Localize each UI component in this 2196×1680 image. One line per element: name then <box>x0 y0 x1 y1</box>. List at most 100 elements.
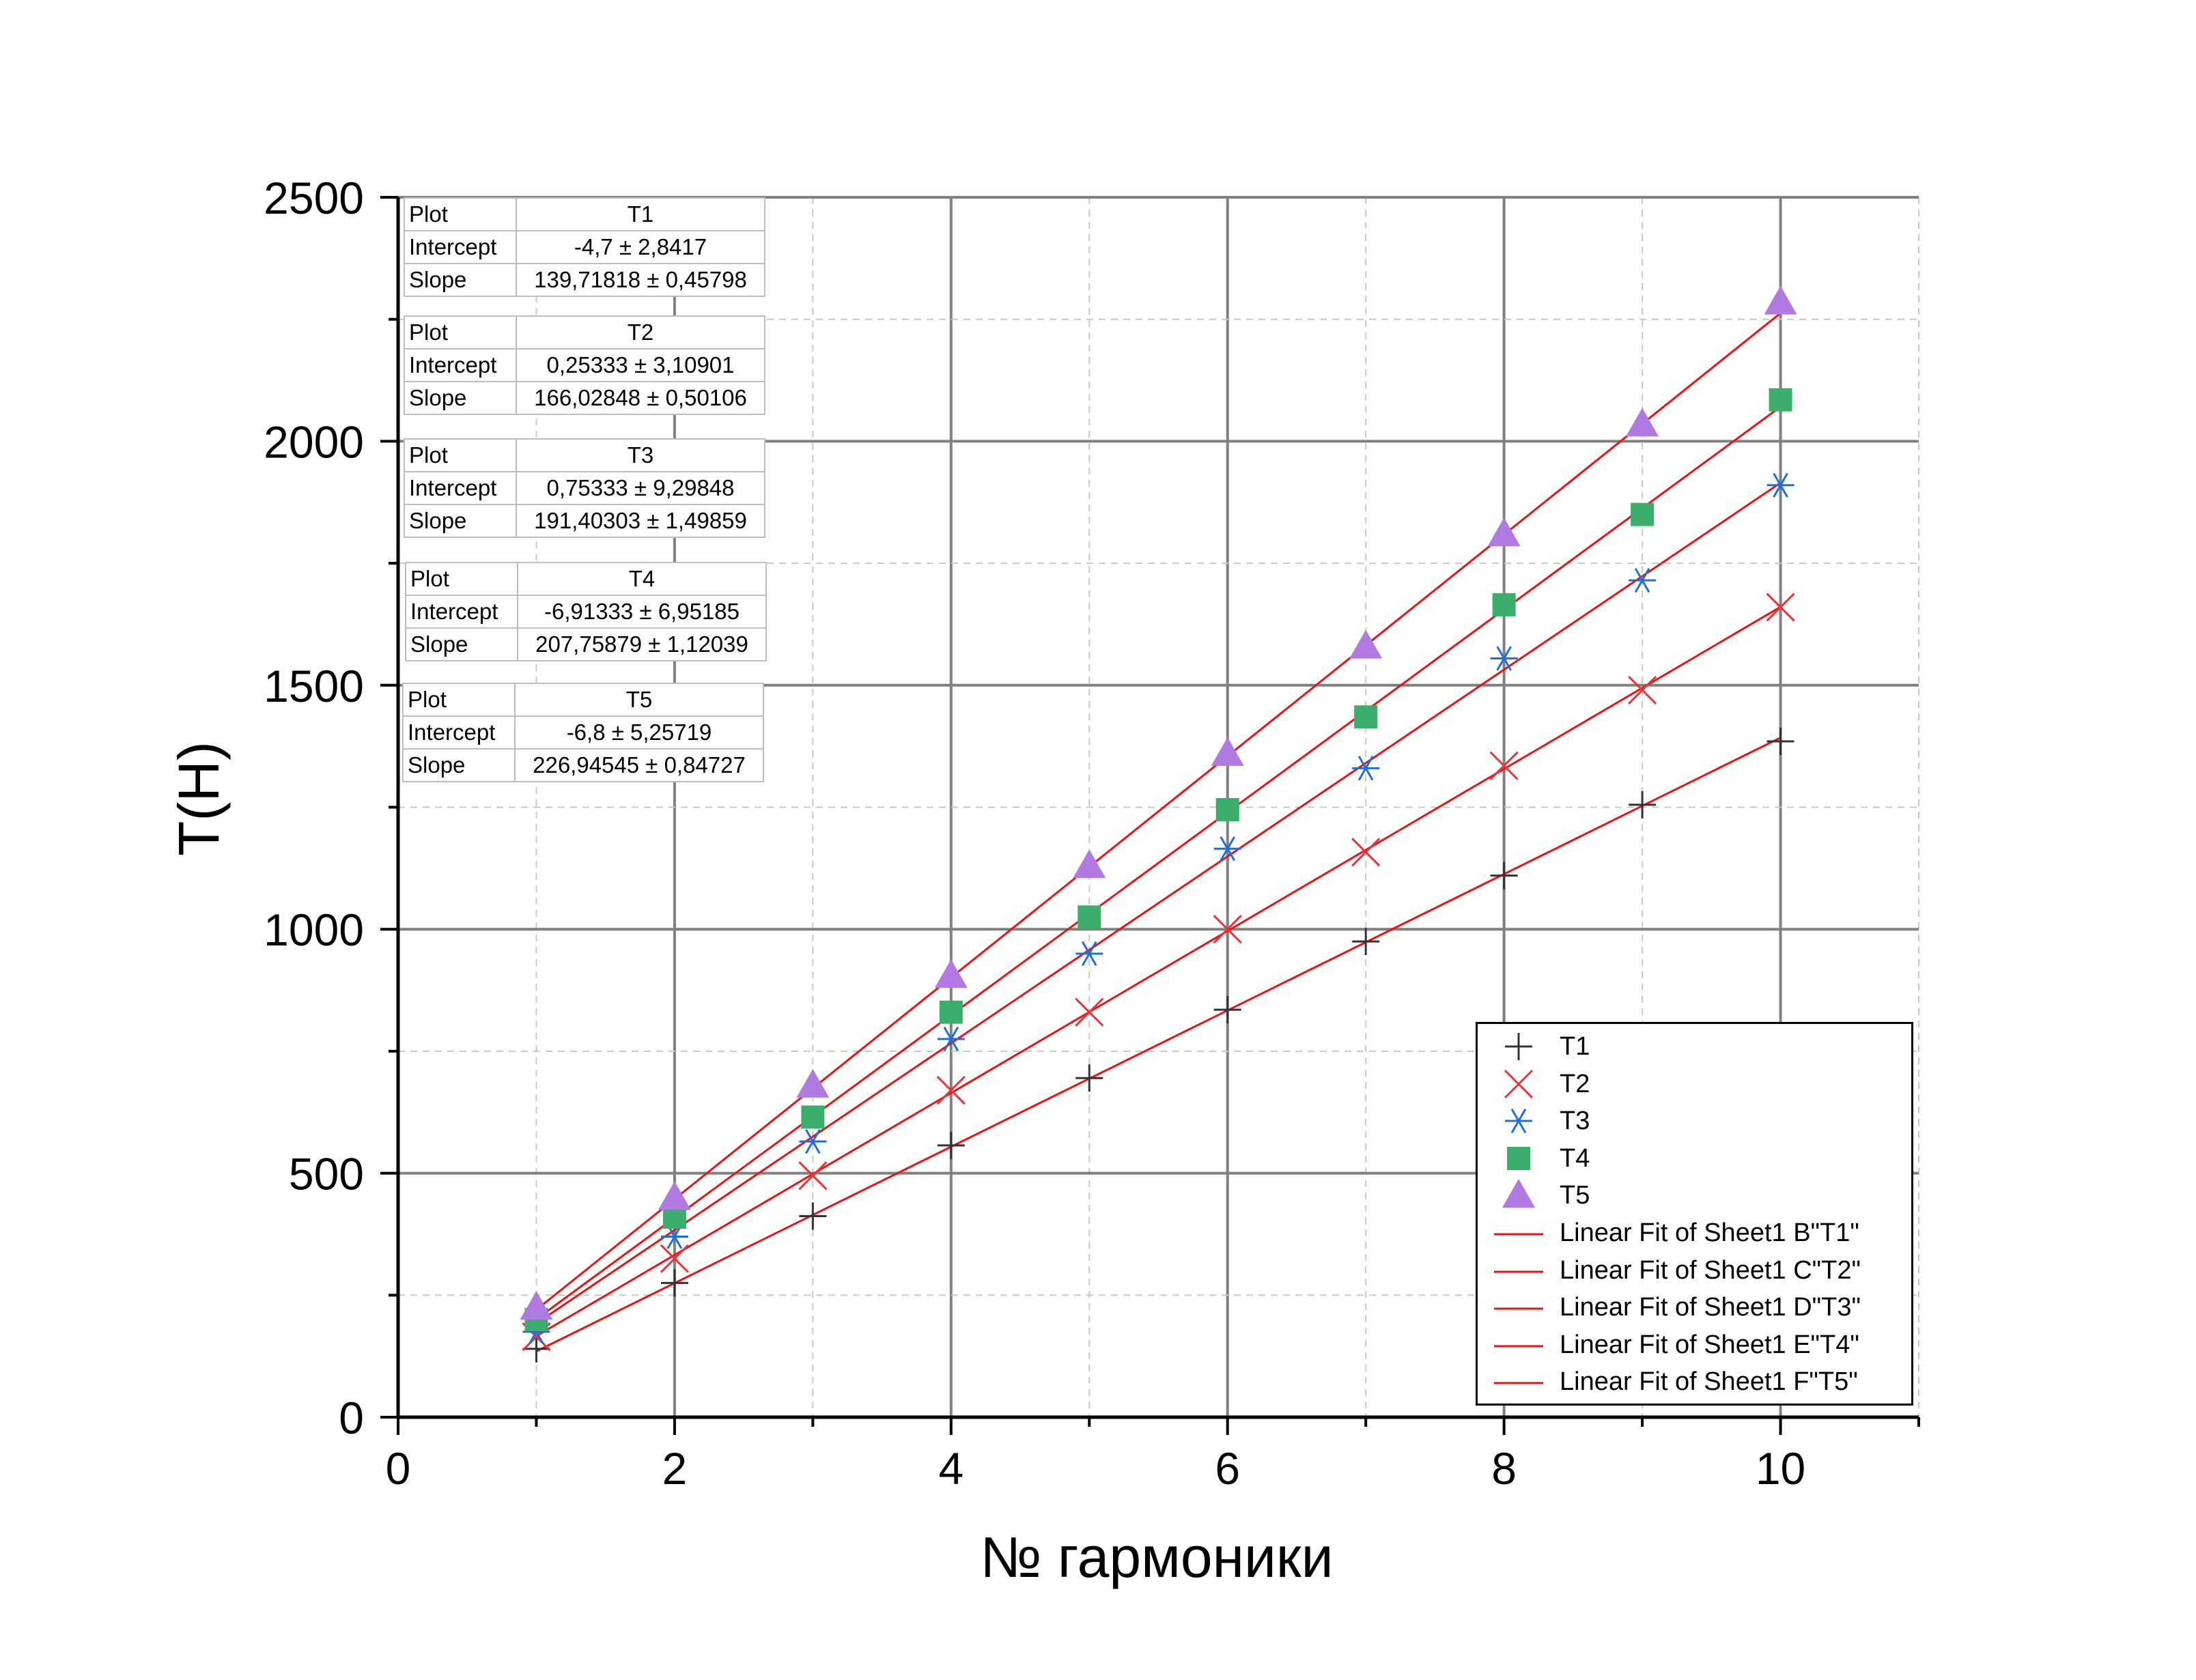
fit-table-row: Plot T2 <box>404 315 765 350</box>
legend-line-swatch <box>1494 1382 1543 1384</box>
y-tick-label: 2000 <box>264 416 364 467</box>
data-point-t2 <box>1075 997 1104 1027</box>
data-point-t3 <box>1075 941 1103 967</box>
legend-marker <box>1502 1179 1535 1208</box>
fit-table-value: 191,40303 ± 1,49859 <box>516 504 765 538</box>
marker-stroke <box>1081 941 1097 967</box>
marker-stroke <box>1773 472 1788 498</box>
fit-table-value: T4 <box>517 562 767 596</box>
data-point-t5 <box>1487 517 1521 547</box>
legend-entry: T2 <box>1478 1066 1911 1102</box>
data-point-t5 <box>1073 849 1106 879</box>
data-point-t3 <box>1490 646 1518 671</box>
fit-table-value: 207,75879 ± 1,12039 <box>517 627 767 661</box>
fit-table-value: -6,8 ± 5,25719 <box>514 715 764 750</box>
y-tick-label: 2500 <box>264 173 364 223</box>
fit-table-row: Intercept -4,7 ± 2,8417 <box>404 230 765 264</box>
fit-table-row: Intercept -6,91333 ± 6,95185 <box>405 595 767 629</box>
data-point-t2 <box>1351 838 1381 867</box>
legend-label: Linear Fit of Sheet1 C"T2" <box>1560 1255 1861 1285</box>
data-point-t1 <box>660 1269 688 1297</box>
data-point-t4 <box>1769 388 1792 412</box>
fit-table-label: Slope <box>404 504 517 538</box>
legend-entry: Linear Fit of Sheet1 E"T4" <box>1478 1326 1911 1363</box>
y-tick-label: 1500 <box>264 661 364 711</box>
data-point-t3 <box>799 1128 827 1154</box>
fit-line-t4 <box>535 405 1782 1320</box>
data-point-t1 <box>1075 1064 1103 1092</box>
fit-table-value: -4,7 ± 2,8417 <box>516 230 765 264</box>
legend-marker <box>1505 1033 1532 1060</box>
legend-label: T2 <box>1560 1069 1590 1098</box>
marker-stroke <box>1075 997 1104 1027</box>
y-tick-label: 1000 <box>264 905 364 955</box>
fit-table-label: Plot <box>404 438 517 472</box>
x-axis-label: № гармоники <box>980 1525 1333 1589</box>
data-point-t5 <box>1626 408 1659 437</box>
fit-table-t2: Plot T2 Intercept 0,25333 ± 3,10901 Slope 166… <box>404 315 765 415</box>
fit-table-row: Slope 226,94545 ± 0,84727 <box>402 748 764 782</box>
legend-label: Linear Fit of Sheet1 B"T1" <box>1560 1219 1859 1247</box>
legend-entry: T5 <box>1478 1177 1911 1214</box>
fit-table-t1: Plot T1 Intercept -4,7 ± 2,8417 Slope 139,718… <box>404 197 765 297</box>
legend-label: Linear Fit of Sheet1 F"T5" <box>1560 1367 1858 1397</box>
data-point-t5 <box>1764 285 1797 315</box>
fit-table-label: Slope <box>404 381 517 415</box>
fit-table-value: 226,94545 ± 0,84727 <box>514 748 764 782</box>
legend-entry: T1 <box>1478 1028 1911 1065</box>
fit-table-t4: Plot T4 Intercept -6,91333 ± 6,95185 Slope 20… <box>405 562 767 661</box>
y-axis-label: T(H) <box>167 741 231 856</box>
x-tick-label: 2 <box>662 1443 688 1494</box>
legend-label: Linear Fit of Sheet1 E"T4" <box>1560 1330 1859 1359</box>
data-point-t3 <box>1213 836 1241 862</box>
fit-table-row: Plot T3 <box>404 438 765 472</box>
legend-label: T5 <box>1560 1181 1590 1210</box>
data-point-t2 <box>1213 915 1242 944</box>
legend-label: Linear Fit of Sheet1 D"T3" <box>1560 1293 1861 1322</box>
data-point-t1 <box>1629 791 1657 818</box>
data-point-t2 <box>1489 751 1519 780</box>
data-point-t1 <box>1490 862 1518 889</box>
marker-stroke <box>798 1161 828 1191</box>
x-tick-label: 10 <box>1756 1443 1805 1494</box>
legend-marker-shape <box>1507 1146 1530 1170</box>
data-point-t2 <box>798 1161 828 1191</box>
marker-stroke <box>1634 567 1650 593</box>
data-point-t1 <box>1352 928 1380 956</box>
data-point-t1 <box>1766 728 1794 756</box>
legend-marker-shape <box>1502 1179 1535 1208</box>
legend-label: T3 <box>1560 1107 1590 1136</box>
data-point-t4 <box>1492 593 1516 616</box>
legend-marker <box>1505 1109 1532 1134</box>
legend-marker <box>1504 1069 1534 1098</box>
legend-line-swatch <box>1494 1307 1543 1310</box>
x-tick-labels: 0 2 4 6 8 10 <box>386 1443 1806 1494</box>
x-tick-label: 6 <box>1215 1443 1240 1494</box>
data-point-t5 <box>1349 629 1383 659</box>
fit-table-t3: Plot T3 Intercept 0,75333 ± 9,29848 Slope 191… <box>404 438 765 538</box>
fit-table-row: Slope 207,75879 ± 1,12039 <box>405 627 767 661</box>
fit-table-label: Plot <box>404 197 517 231</box>
data-point-t4 <box>939 1000 963 1024</box>
marker-stroke <box>1351 838 1381 867</box>
marker-stroke <box>660 1244 689 1273</box>
data-point-t2 <box>936 1076 966 1105</box>
data-point-t4 <box>1078 905 1101 929</box>
fit-line-t3 <box>535 482 1782 1324</box>
fit-table-value: T5 <box>514 683 764 717</box>
fit-table-row: Intercept 0,75333 ± 9,29848 <box>404 471 765 505</box>
marker-stroke <box>943 1026 959 1052</box>
fit-table-label: Intercept <box>404 471 517 505</box>
legend-line-swatch <box>1494 1233 1543 1236</box>
legend-entry: Linear Fit of Sheet1 C"T2" <box>1478 1252 1911 1289</box>
fit-table-label: Slope <box>405 627 518 661</box>
marker-stroke <box>1504 1069 1534 1098</box>
fit-table-value: T1 <box>516 197 765 231</box>
y-tick-labels: 0 500 1000 1500 2000 2500 <box>264 173 364 1443</box>
data-point-t5 <box>796 1068 830 1098</box>
fit-table-row: Plot T1 <box>404 197 765 231</box>
data-point-t4 <box>801 1105 825 1129</box>
data-point-t3 <box>1766 472 1794 498</box>
fit-table-row: Intercept -6,8 ± 5,25719 <box>402 715 764 750</box>
marker-stroke <box>936 1076 966 1105</box>
